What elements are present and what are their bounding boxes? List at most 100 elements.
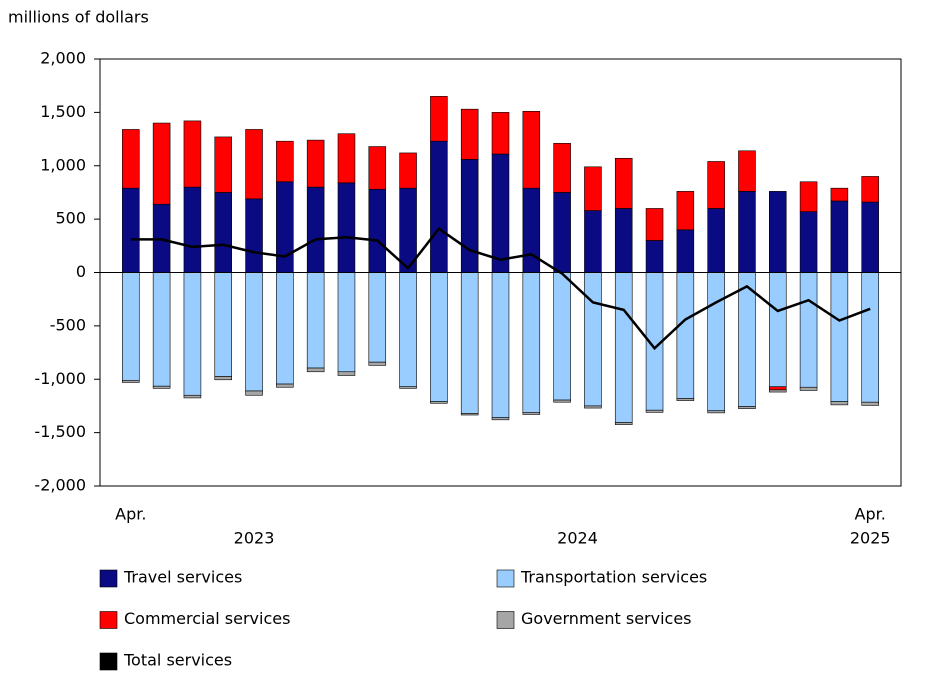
bar [738,191,756,273]
bar [214,136,233,193]
legend-label: Government services [521,609,692,628]
bar [430,96,448,142]
bar [368,272,387,363]
bar [122,380,140,383]
bar [306,139,325,188]
bar [614,157,633,209]
bar [460,413,479,416]
bar [768,272,787,388]
bar [614,422,633,425]
bar [522,111,541,189]
bar [368,146,387,190]
bar [122,272,140,381]
bar [799,272,818,388]
bar [861,401,879,406]
bar [122,187,140,273]
legend-swatch [496,611,515,629]
bar [368,188,387,273]
bar [183,394,202,399]
legend-swatch [99,652,118,671]
bar [584,166,602,211]
bar [676,398,695,401]
bar [245,390,263,396]
y-tick-label: 2,000 [40,49,86,68]
bar [306,272,325,369]
bar [245,198,263,273]
bar [799,181,818,212]
bar [491,153,510,273]
year-label: 2023 [234,529,275,548]
bar [306,186,325,273]
bar [430,140,448,273]
bar [645,409,664,413]
bar [861,201,879,273]
bar [645,240,664,273]
x-tick-label: Apr. [115,505,146,524]
bar [491,272,510,418]
y-tick-label: 1,000 [40,155,86,174]
bar [584,210,602,273]
bar [399,272,417,388]
bar [214,192,233,273]
bar [214,272,233,377]
bar [276,383,294,388]
bar [614,272,633,423]
bar [491,112,510,155]
bar [491,417,510,421]
bar [152,272,171,387]
bar [799,211,818,273]
legend-swatch [496,569,515,588]
y-tick-label: 0 [76,262,86,281]
bar [738,406,756,409]
bar [368,361,387,366]
bar [430,272,448,402]
bar [122,129,140,189]
bar [430,401,448,404]
bar [614,208,633,273]
bar [768,386,787,391]
bar [830,401,849,406]
bar [707,410,725,414]
bar [830,272,849,402]
bar [306,367,325,373]
bar [553,272,571,401]
bar [830,187,849,202]
bar [152,122,171,205]
bar [553,143,571,193]
legend-label: Travel services [123,568,242,587]
y-tick-label: -1,500 [34,422,86,441]
y-tick-label: -2,000 [34,476,86,495]
legend-label: Total services [123,651,232,670]
bar [738,150,756,192]
y-tick-label: -500 [50,315,86,334]
bar [861,272,879,403]
bar [460,272,479,414]
bar [707,161,725,209]
legend-swatch [99,611,118,629]
bar [245,129,263,200]
bar [460,159,479,273]
bar [183,272,202,396]
line [130,227,871,351]
bar [337,182,356,273]
bar [645,208,664,241]
bar [276,140,294,183]
bar [861,176,879,203]
bar [799,386,818,391]
bar [584,405,602,409]
bar [553,399,571,403]
bar [183,120,202,188]
year-label: 2024 [557,529,598,548]
bar [676,272,695,399]
bar [152,385,171,389]
bar [707,272,725,412]
bar [337,133,356,184]
x-tick-label: Apr. [855,505,886,524]
bar [707,208,725,273]
bar [676,229,695,273]
bar [399,386,417,389]
bar [399,152,417,189]
bar [522,272,541,413]
bar [276,272,294,385]
